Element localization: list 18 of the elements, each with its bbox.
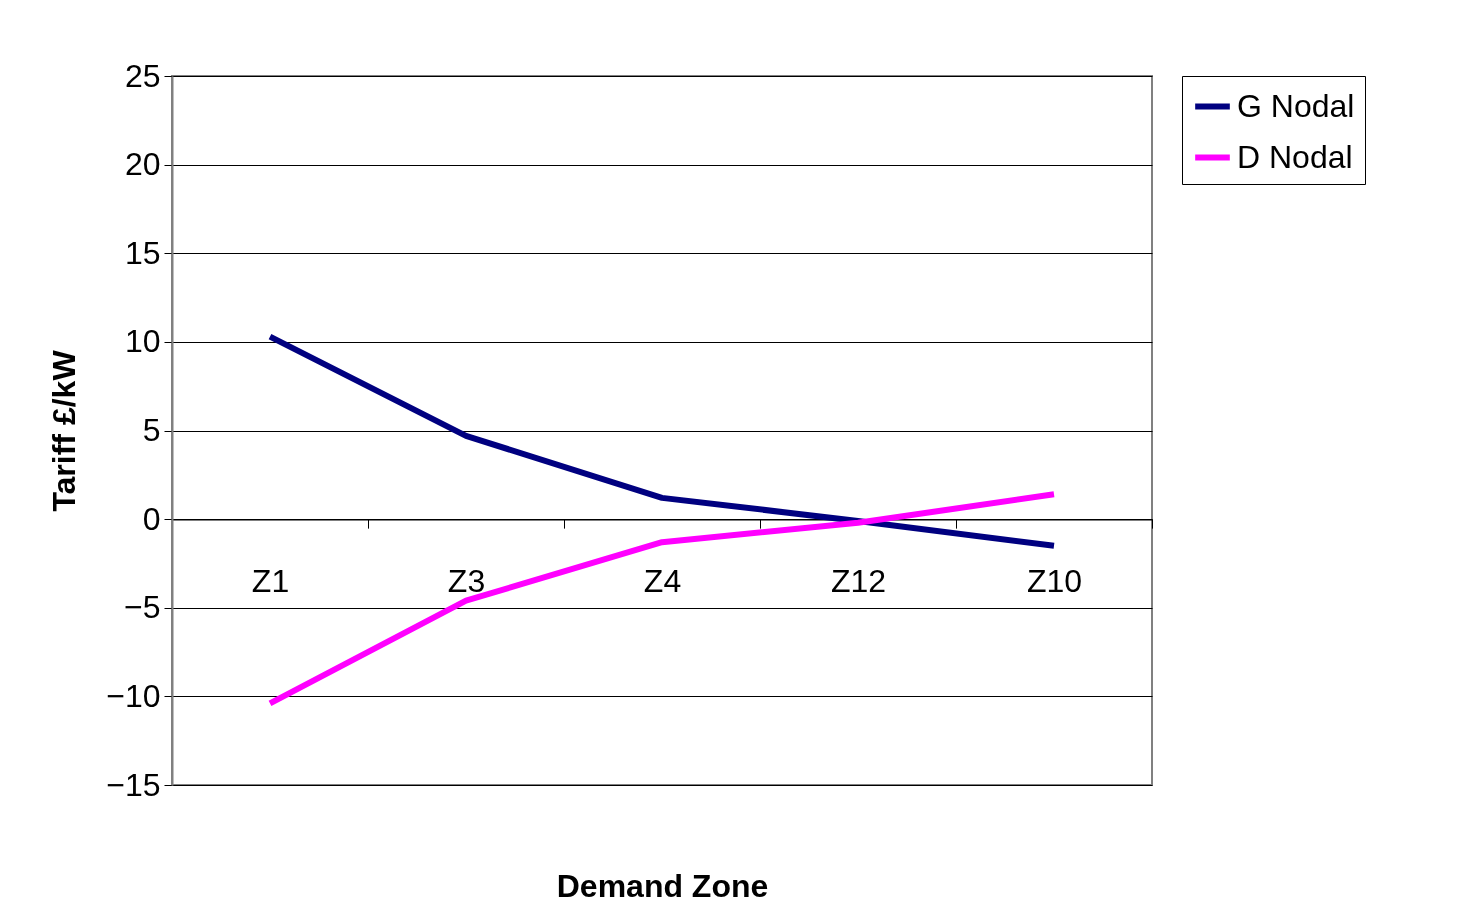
y-tick-label: 10 — [124, 323, 161, 360]
y-tick-label: 5 — [142, 412, 161, 448]
x-tick-label: Z10 — [1026, 562, 1083, 599]
legend-label: G Nodal — [1237, 87, 1355, 124]
y-tick-label: 20 — [124, 146, 161, 183]
y-tick-label: 15 — [124, 234, 161, 271]
y-axis-title: Tariff £/kW — [46, 349, 83, 512]
x-tick-label: Z12 — [830, 562, 887, 599]
x-tick-label: Z1 — [251, 562, 290, 599]
y-tick-label: 25 — [124, 57, 161, 94]
y-tick-label: 0 — [142, 500, 161, 537]
x-tick-label: Z4 — [643, 562, 682, 599]
y-tick-label: −5 — [124, 589, 161, 626]
y-tick-label: −15 — [106, 766, 161, 803]
x-tick-label: Z3 — [447, 562, 486, 599]
legend-label: D Nodal — [1237, 138, 1353, 175]
x-axis-title: Demand Zone — [556, 867, 769, 904]
y-tick-label: −10 — [106, 677, 161, 714]
